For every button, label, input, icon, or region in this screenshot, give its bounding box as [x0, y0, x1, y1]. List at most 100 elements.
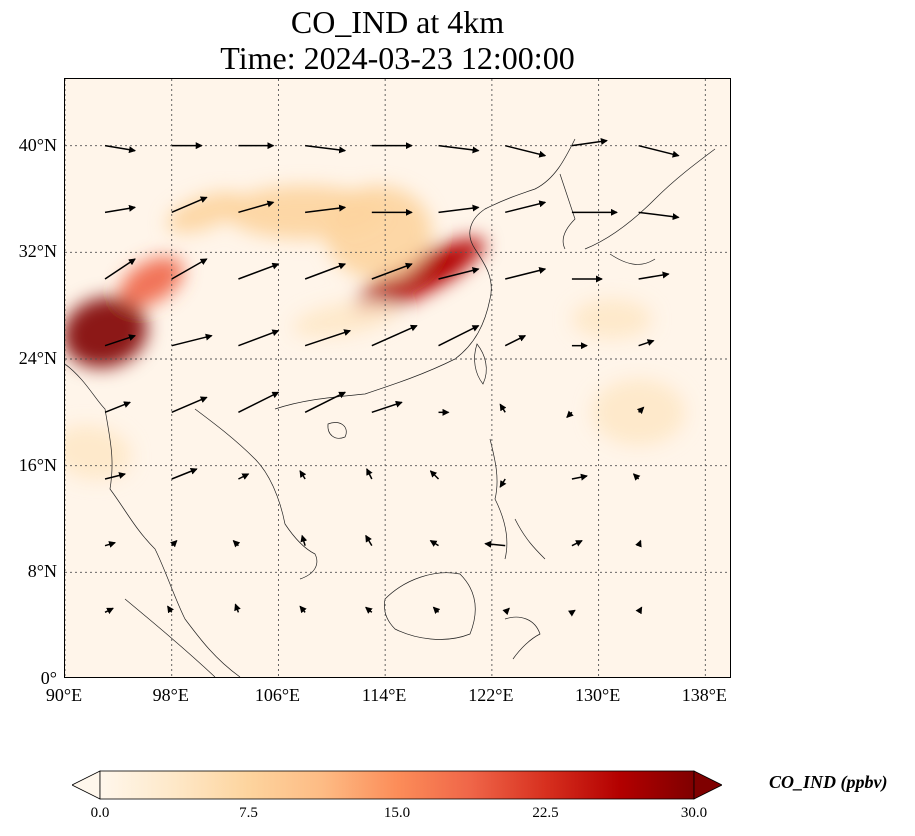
co-plume — [325, 185, 432, 279]
latitude-tick-label: 0° — [40, 668, 57, 688]
colorbar-label: CO_IND (ppbv) — [769, 772, 888, 792]
wind-arrow — [104, 401, 131, 414]
wind-arrow — [632, 473, 641, 481]
wind-arrow — [438, 324, 480, 347]
colorbar — [72, 770, 722, 800]
wind-arrow — [238, 391, 280, 414]
wind-arrow — [104, 144, 137, 154]
wind-arrow — [170, 539, 178, 548]
wind-arrow — [366, 468, 373, 480]
co-plume — [120, 257, 184, 307]
longitude-tick-label: 98°E — [152, 685, 189, 705]
wind-arrow — [567, 609, 576, 617]
wind-arrow — [171, 396, 208, 414]
wind-arrow — [104, 541, 116, 548]
wind-arrow — [104, 334, 136, 347]
wind-arrow — [304, 391, 347, 414]
longitude-tick-label: 106°E — [254, 685, 301, 705]
coastline-borneo — [383, 572, 476, 640]
wind-arrow — [238, 329, 280, 347]
wind-arrow — [171, 333, 213, 347]
coastline-philippines — [489, 438, 546, 560]
wind-arrow — [171, 258, 208, 280]
coastlines — [65, 138, 716, 677]
wind-vectors — [104, 138, 680, 617]
wind-arrow — [304, 262, 347, 280]
colorbar-tick-label: 22.5 — [532, 805, 559, 821]
map-time-subtitle: Time: 2024-03-23 12:00:00 — [220, 40, 575, 76]
wind-arrow — [238, 200, 275, 214]
coastline-sulawesi — [504, 616, 541, 660]
coastline-sumatra — [124, 598, 216, 677]
wind-arrow — [484, 540, 506, 548]
wind-arrow — [171, 467, 198, 480]
coastline-taiwan — [474, 343, 487, 385]
wind-arrow — [505, 144, 547, 158]
wind-arrow — [104, 607, 114, 615]
latitude-tick-label: 40°N — [18, 134, 57, 155]
wind-arrow — [238, 262, 280, 280]
wind-arrow — [300, 534, 308, 546]
map-title: CO_IND at 4km — [290, 4, 505, 40]
wind-arrow — [371, 324, 418, 347]
co-plume — [65, 297, 148, 368]
wind-arrow — [571, 138, 608, 147]
coastline-korea — [559, 173, 576, 250]
wind-arrow — [505, 267, 547, 280]
wind-arrow — [305, 204, 347, 214]
wind-arrow — [432, 606, 441, 615]
latitude-tick-label: 24°N — [18, 348, 57, 368]
wind-arrow — [299, 605, 307, 614]
coastline-china-south — [274, 248, 492, 410]
wind-arrow — [638, 211, 680, 221]
wind-arrow — [232, 539, 241, 548]
wind-arrow — [305, 144, 347, 154]
wind-arrow — [504, 334, 527, 347]
longitude-tick-label: 90°E — [45, 685, 83, 705]
wind-arrow — [371, 262, 413, 280]
wind-arrow — [638, 271, 670, 280]
colorbar-tick-label: 15.0 — [383, 805, 411, 821]
wind-arrow — [438, 144, 480, 154]
co-plume — [571, 299, 652, 339]
longitude-tick-label: 122°E — [468, 685, 514, 705]
longitude-tick-label: 114°E — [361, 685, 407, 705]
wind-arrow — [304, 329, 352, 347]
wind-arrow — [104, 258, 136, 280]
wind-arrow — [299, 470, 307, 480]
co-plume — [292, 300, 398, 338]
colorbar-under-extend — [72, 770, 101, 800]
wind-arrow — [371, 400, 403, 414]
coastline-mainland — [65, 363, 241, 677]
wind-arrow — [635, 539, 642, 548]
longitude-tick-label: 138°E — [681, 685, 727, 705]
colorbar-gradient — [99, 770, 695, 800]
colorbar-tick-label: 7.5 — [239, 805, 258, 821]
wind-arrow — [571, 539, 583, 547]
map-plot-area — [64, 78, 731, 678]
wind-arrow — [499, 403, 507, 413]
wind-arrow — [104, 472, 126, 480]
latitude-tick-label: 8°N — [27, 561, 57, 582]
wind-arrow — [365, 606, 373, 614]
wind-arrow — [638, 144, 680, 158]
wind-arrow — [505, 200, 547, 214]
wind-arrow — [499, 478, 507, 488]
coastline-china-east — [469, 138, 576, 250]
latitude-tick-label: 32°N — [18, 241, 57, 262]
colorbar-over-extend — [693, 770, 722, 800]
wind-arrow — [365, 534, 373, 547]
wind-arrow — [104, 204, 137, 214]
coastline-japan — [584, 148, 716, 265]
coastline-indochina — [194, 408, 318, 580]
wind-arrow — [429, 470, 440, 480]
co-plume — [65, 425, 132, 480]
latitude-tick-label: 16°N — [18, 454, 57, 475]
wind-arrow — [438, 267, 480, 280]
wind-arrow — [571, 473, 588, 481]
wind-arrow — [638, 339, 655, 347]
map-canvas — [65, 79, 730, 677]
wind-arrow — [238, 473, 250, 480]
wind-arrow — [171, 196, 208, 214]
colorbar-tick-label: 0.0 — [90, 805, 110, 821]
